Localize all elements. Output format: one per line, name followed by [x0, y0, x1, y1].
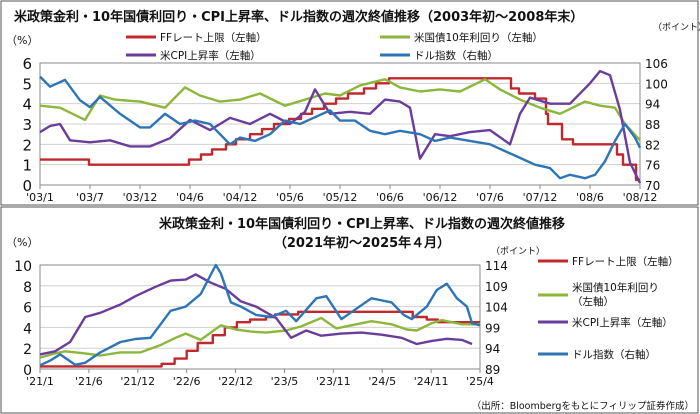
bottom-ytick-left: 0 — [23, 363, 32, 379]
bottom-xtick-label: '21/1 — [26, 375, 54, 388]
top-series-cpi — [39, 69, 642, 184]
bottom-xtick-label: '21/6 — [75, 375, 103, 388]
bottom-xtick-label: '21/12 — [120, 375, 155, 388]
legend-label-cpi: 米CPI上昇率（左軸） — [160, 49, 261, 62]
bottom-panel-frame — [0, 206, 699, 414]
source-note: （出所：Bloombergをもとにフィリップ証券作成） — [472, 400, 694, 412]
bottom-ytick-right: 94 — [485, 342, 500, 356]
legend2-label-cpi: 米CPI上昇率（左軸） — [572, 316, 673, 329]
bottom-ytick-right: 114 — [485, 259, 508, 273]
bottom-ytick-right: 99 — [485, 321, 500, 335]
top-series-ust — [39, 78, 641, 142]
top-panel-frame — [0, 0, 699, 206]
legend2-label-ff: FFレート上限（左軸） — [572, 255, 679, 268]
legend2-label-dxy: ドル指数（右軸） — [572, 348, 656, 361]
bottom-ylabel-left: （%） — [6, 236, 38, 249]
top-xtick-label: '03/12 — [123, 191, 158, 204]
bottom-chart-subtitle: （2021年初～2025年４月） — [274, 235, 450, 251]
top-chart-title: 米政策金利・10年国債利回り・CPI上昇率、ドル指数の週次終値推移（2003年初… — [14, 9, 583, 25]
bottom-xtick-label: '22/6 — [173, 375, 201, 388]
top-ytick-left: 4 — [22, 96, 32, 114]
top-ytick-right: 100 — [645, 77, 668, 91]
bottom-xtick-label: '24/5 — [368, 375, 396, 388]
bottom-series-ff — [40, 310, 480, 368]
bottom-chart-title: 米政策金利・10年国債利回り・CPI上昇率、ドル指数の週次終値推移 — [159, 216, 565, 232]
top-ytick-left: 1 — [22, 157, 32, 175]
top-ytick-right: 82 — [645, 138, 660, 152]
top-ytick-left: 2 — [22, 136, 32, 154]
legend2-label-ust-1: 米国債10年利回り — [572, 281, 659, 294]
top-xtick-label: '06/6 — [376, 191, 404, 204]
bottom-plot-frame — [39, 264, 481, 370]
bottom-ytick-left: 6 — [23, 301, 32, 317]
top-ytick-left: 0 — [22, 177, 32, 195]
bottom-xtick-label: '22/12 — [218, 375, 253, 388]
bottom-xtick-label: '25/4 — [466, 375, 494, 388]
bottom-series-cpi — [39, 273, 473, 356]
top-ytick-left: 6 — [22, 55, 32, 73]
top-xtick-label: '08/6 — [576, 191, 604, 204]
top-ytick-left: 3 — [22, 116, 32, 134]
top-xtick-label: '08/12 — [623, 191, 658, 204]
bottom-xtick-label: '23/5 — [271, 375, 299, 388]
bottom-ytick-left: 8 — [23, 280, 32, 296]
top-ytick-right: 94 — [645, 98, 660, 112]
top-series-ff — [40, 77, 640, 182]
bottom-series-dxy — [39, 263, 481, 367]
bottom-ytick-left: 4 — [23, 321, 32, 337]
legend2-label-ust-2: （左軸） — [572, 295, 614, 308]
legend-label-ff: FFレート上限（左軸） — [160, 31, 267, 44]
top-ytick-left: 5 — [22, 75, 32, 93]
top-ytick-right: 70 — [645, 179, 660, 193]
bottom-xtick-label: '23/11 — [316, 375, 351, 388]
top-xtick-label: '05/6 — [276, 191, 304, 204]
top-ylabel-left: （%） — [6, 34, 38, 47]
top-xtick-label: '04/6 — [176, 191, 204, 204]
bottom-ytick-left: 10 — [14, 259, 32, 275]
top-ytick-right: 88 — [645, 118, 660, 132]
top-xtick-label: '03/1 — [26, 191, 54, 204]
bottom-legend: FFレート上限（左軸） 米国債10年利回り （左軸） 米CPI上昇率（左軸） ド… — [538, 255, 679, 361]
top-xtick-label: '07/12 — [523, 191, 558, 204]
bottom-ylabel-right: （ポイント） — [491, 246, 545, 257]
top-ytick-right: 106 — [645, 57, 668, 71]
top-xtick-label: '06/12 — [423, 191, 458, 204]
top-xtick-label: '05/12 — [323, 191, 358, 204]
bottom-ytick-left: 2 — [23, 342, 32, 358]
top-chart: 0 70 1 76 2 82 3 88 4 94 5 100 6 106 '03/1 '03/7 '03/12 '… — [22, 55, 667, 204]
top-xtick-label: '03/7 — [76, 191, 104, 204]
bottom-ytick-right: 104 — [485, 301, 508, 315]
legend-label-ust: 米国債10年利回り（左軸） — [414, 31, 543, 44]
bottom-series-ust — [39, 316, 480, 359]
top-series-dxy — [39, 75, 642, 180]
bottom-xtick-label: '24/11 — [414, 375, 449, 388]
legend-label-dxy: ドル指数（右軸） — [414, 49, 498, 62]
bottom-ytick-right: 89 — [485, 363, 500, 377]
top-xtick-label: '07/6 — [476, 191, 504, 204]
bottom-ytick-right: 109 — [485, 280, 508, 294]
top-ytick-right: 76 — [645, 159, 660, 173]
top-ylabel-right: （ポイント） — [653, 22, 700, 33]
top-legend: FFレート上限（左軸） 米国債10年利回り（左軸） 米CPI上昇率（左軸） ドル… — [126, 31, 543, 62]
bottom-chart: 0 89 2 94 4 99 6 104 8 109 10 114 '21/1 '21/6 '21/12 '2… — [14, 259, 508, 388]
top-xtick-label: '04/12 — [223, 191, 258, 204]
